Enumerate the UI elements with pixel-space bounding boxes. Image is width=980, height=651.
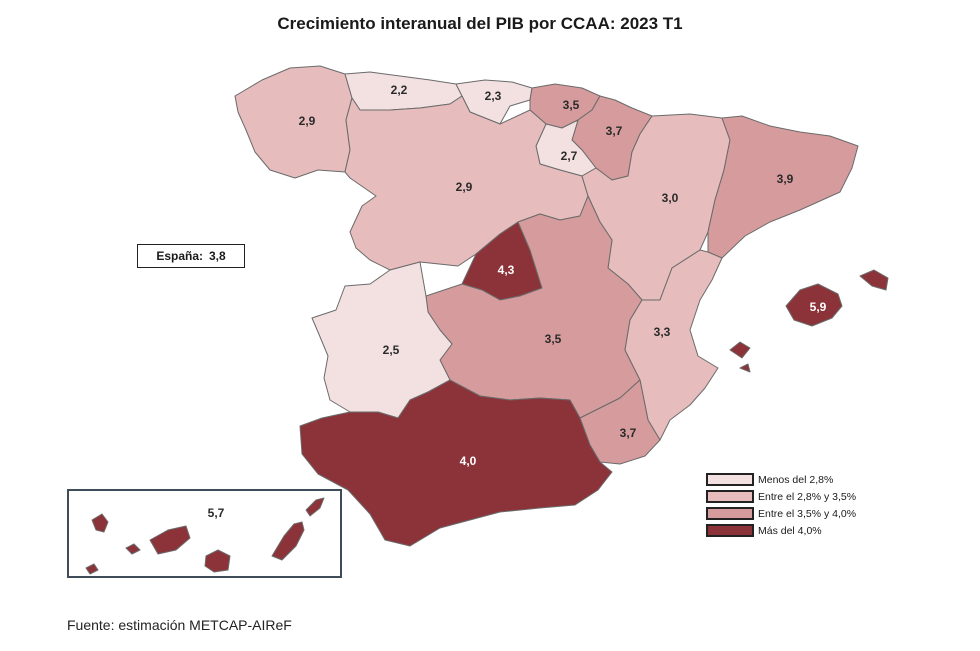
region-canarias-gran-canaria (204, 549, 231, 573)
legend-label: Menos del 2,8% (758, 473, 834, 486)
value-aragon: 3,0 (662, 191, 679, 205)
source-note: Fuente: estimación METCAP-AIReF (67, 617, 292, 633)
legend-item: Más del 4,0% (706, 522, 856, 539)
value-andalucia: 4,0 (460, 454, 477, 468)
value-asturias: 2,2 (391, 83, 408, 97)
legend: Menos del 2,8% Entre el 2,8% y 3,5% Entr… (706, 471, 856, 539)
region-comunidad-valenciana (624, 249, 723, 441)
value-castilla-la-mancha: 3,5 (545, 332, 562, 346)
legend-item: Entre el 2,8% y 3,5% (706, 488, 856, 505)
region-canarias-la-palma (91, 513, 109, 533)
legend-item: Menos del 2,8% (706, 471, 856, 488)
map-title: Crecimiento interanual del PIB por CCAA:… (277, 14, 683, 33)
legend-swatch (706, 473, 754, 486)
value-madrid: 4,3 (498, 263, 515, 277)
legend-label: Entre el 3,5% y 4,0% (758, 507, 857, 520)
region-baleares-formentera (739, 363, 751, 373)
legend-swatch (706, 507, 754, 520)
value-la-rioja: 2,7 (561, 149, 578, 163)
region-andalucia (299, 379, 613, 547)
value-pais-vasco: 3,5 (563, 98, 580, 112)
region-canarias-el-hierro (85, 563, 99, 575)
value-murcia: 3,7 (620, 426, 637, 440)
value-canarias: 5,7 (208, 506, 225, 520)
value-cantabria: 2,3 (485, 89, 502, 103)
national-value: 3,8 (209, 249, 226, 263)
region-baleares-mallorca (785, 283, 843, 327)
legend-label: Más del 4,0% (758, 524, 822, 537)
region-canarias-fuerteventura (271, 521, 305, 561)
region-canarias-lanzarote (305, 497, 325, 517)
value-castilla-y-leon: 2,9 (456, 180, 473, 194)
value-navarra: 3,7 (606, 124, 623, 138)
region-canarias-la-gomera (125, 543, 141, 555)
region-galicia (234, 65, 353, 179)
value-comunidad-valenciana: 3,3 (654, 325, 671, 339)
legend-swatch (706, 490, 754, 503)
legend-swatch (706, 524, 754, 537)
value-cataluna: 3,9 (777, 172, 794, 186)
value-galicia: 2,9 (299, 114, 316, 128)
value-extremadura: 2,5 (383, 343, 400, 357)
region-baleares-ibiza (729, 341, 751, 359)
region-cataluna (707, 115, 859, 259)
national-value-box: España: 3,8 (137, 244, 245, 268)
legend-item: Entre el 3,5% y 4,0% (706, 505, 856, 522)
legend-label: Entre el 2,8% y 3,5% (758, 490, 857, 503)
region-baleares-menorca (859, 269, 889, 291)
national-label: España: (156, 249, 203, 263)
region-canarias-tenerife (149, 525, 191, 555)
value-baleares: 5,9 (810, 300, 827, 314)
